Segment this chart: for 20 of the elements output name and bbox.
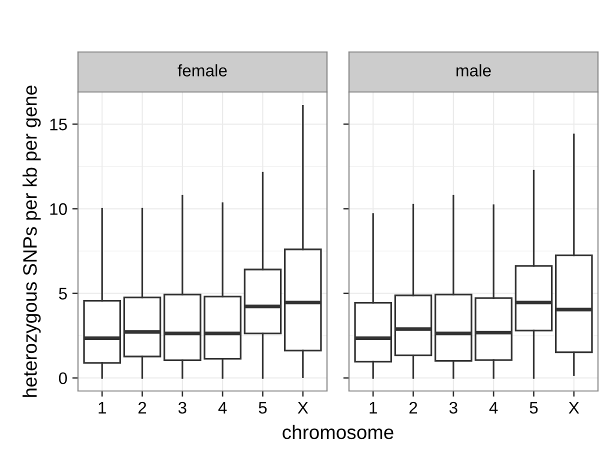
chart-title: male [456,64,491,76]
x-tick-label: 3 [449,402,458,414]
x-tick-label: 1 [370,402,377,414]
y-tick-label: 10 [50,203,67,215]
x-tick-label: X [298,402,308,414]
x-tick-label: 5 [258,402,267,414]
x-tick-label: 1 [98,402,106,414]
x-axis-title: chromosome [282,424,394,440]
y-axis-title: heterozygous SNPs per kb per gene [22,86,41,397]
y-tick-label: 5 [58,288,67,300]
y-tick-label: 15 [50,118,67,130]
x-tick-label: 4 [489,402,498,414]
x-tick-label: X [568,402,580,414]
y-tick-label: 0 [58,372,67,384]
x-tick-label: 2 [409,402,418,414]
chart-title: female [178,64,227,76]
x-tick-label: 3 [178,402,186,414]
x-tick-label: 4 [218,402,227,414]
x-tick-label: 5 [530,402,538,414]
x-tick-label: 2 [138,402,146,414]
